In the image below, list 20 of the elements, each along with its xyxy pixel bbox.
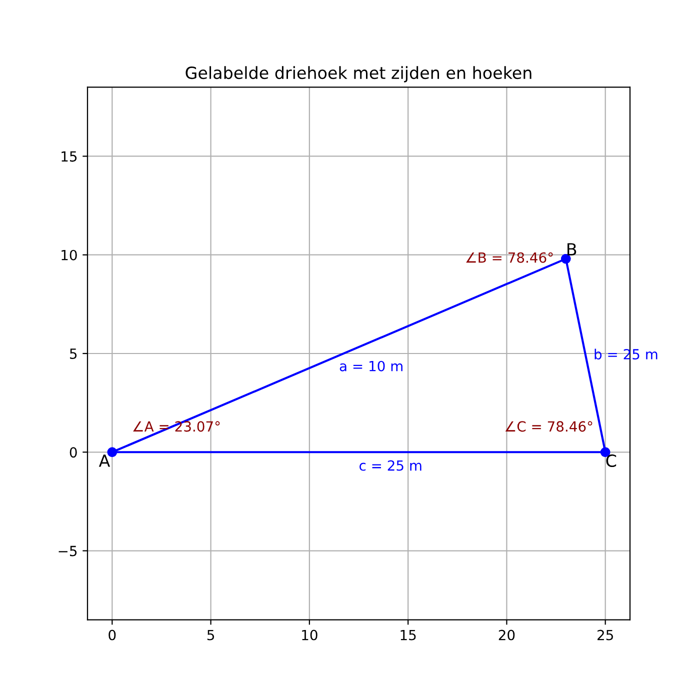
y-tick-label: −5 — [58, 546, 77, 556]
x-tick-label: 0 — [108, 630, 116, 640]
annotation: a = 10 m — [340, 360, 402, 372]
x-tick-label: 15 — [400, 630, 416, 640]
annotation: B — [568, 243, 576, 256]
annotation: ∠A = 23.07° — [133, 421, 220, 432]
x-tick-label: 25 — [598, 630, 613, 640]
annotation: C — [606, 454, 616, 468]
annotation: ∠C = 78.46° — [505, 421, 592, 432]
x-tick-label: 10 — [302, 630, 318, 640]
y-tick-label: 0 — [70, 447, 77, 458]
y-tick-label: 5 — [70, 348, 77, 359]
y-tick-label: 10 — [62, 250, 77, 260]
annotation: c = 25 m — [360, 460, 422, 471]
annotation: A — [98, 454, 110, 467]
x-tick-label: 20 — [498, 630, 515, 640]
x-tick-label: 5 — [207, 630, 214, 640]
annotation: ∠B = 78.46° — [466, 252, 553, 263]
y-tick-label: 15 — [62, 151, 77, 162]
chart-title: Gelabelde driehoek met zijden en hoeken — [186, 66, 532, 82]
